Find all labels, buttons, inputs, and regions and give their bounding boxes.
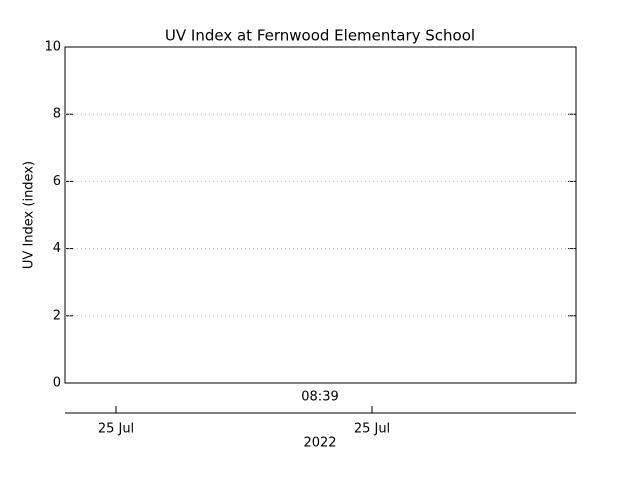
plot-frame [64, 46, 577, 384]
chart-title: UV Index at Fernwood Elementary School [165, 27, 475, 45]
y-tick-label: 0 [53, 376, 61, 391]
date-label: 25 Jul [354, 422, 390, 437]
y-axis-label: UV Index (index) [22, 161, 37, 269]
y-tick-label: 4 [53, 241, 61, 256]
y-tick-label: 2 [53, 308, 61, 323]
y-tick-label: 10 [44, 40, 61, 55]
time-label: 08:39 [301, 390, 338, 405]
year-label: 2022 [303, 436, 336, 451]
y-tick-label: 6 [53, 174, 61, 189]
date-label: 25 Jul [98, 422, 134, 437]
y-tick-label: 8 [53, 107, 61, 122]
